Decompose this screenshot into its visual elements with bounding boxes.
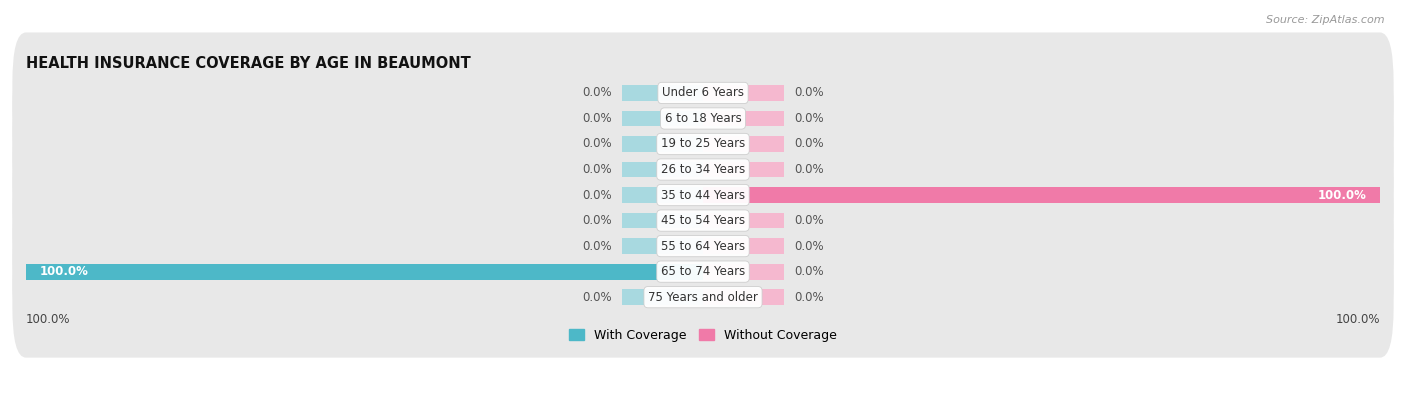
Text: 55 to 64 Years: 55 to 64 Years (661, 239, 745, 253)
Bar (25, 264, 703, 280)
Text: 0.0%: 0.0% (794, 163, 824, 176)
Text: 100.0%: 100.0% (1336, 313, 1381, 326)
Bar (621, 238, 703, 254)
Text: 100.0%: 100.0% (25, 313, 70, 326)
Bar (703, 187, 1381, 203)
Text: 0.0%: 0.0% (582, 86, 612, 100)
Bar (703, 110, 785, 127)
Bar (703, 238, 785, 254)
Text: HEALTH INSURANCE COVERAGE BY AGE IN BEAUMONT: HEALTH INSURANCE COVERAGE BY AGE IN BEAU… (25, 56, 471, 71)
Text: 0.0%: 0.0% (582, 239, 612, 253)
Text: 6 to 18 Years: 6 to 18 Years (665, 112, 741, 125)
Bar (703, 85, 785, 101)
Bar (703, 161, 785, 178)
Bar (703, 289, 785, 305)
Bar (621, 212, 703, 229)
Text: 0.0%: 0.0% (794, 112, 824, 125)
Text: 0.0%: 0.0% (582, 214, 612, 227)
Text: 0.0%: 0.0% (794, 137, 824, 151)
Bar (703, 264, 785, 280)
Text: 0.0%: 0.0% (582, 188, 612, 202)
Bar (703, 136, 785, 152)
Text: 45 to 54 Years: 45 to 54 Years (661, 214, 745, 227)
Bar (621, 289, 703, 305)
FancyBboxPatch shape (13, 134, 1393, 256)
Text: 0.0%: 0.0% (794, 239, 824, 253)
Bar (621, 85, 703, 101)
FancyBboxPatch shape (13, 32, 1393, 154)
Bar (621, 187, 703, 203)
Text: 26 to 34 Years: 26 to 34 Years (661, 163, 745, 176)
FancyBboxPatch shape (13, 237, 1393, 358)
Text: 0.0%: 0.0% (794, 214, 824, 227)
Bar (621, 136, 703, 152)
Text: 65 to 74 Years: 65 to 74 Years (661, 265, 745, 278)
Text: Under 6 Years: Under 6 Years (662, 86, 744, 100)
Text: 35 to 44 Years: 35 to 44 Years (661, 188, 745, 202)
Text: 0.0%: 0.0% (582, 112, 612, 125)
FancyBboxPatch shape (13, 160, 1393, 281)
Bar (621, 110, 703, 127)
Legend: With Coverage, Without Coverage: With Coverage, Without Coverage (564, 324, 842, 347)
FancyBboxPatch shape (13, 58, 1393, 179)
FancyBboxPatch shape (13, 186, 1393, 307)
Text: 0.0%: 0.0% (794, 86, 824, 100)
Text: 0.0%: 0.0% (582, 290, 612, 304)
FancyBboxPatch shape (13, 109, 1393, 230)
Text: 0.0%: 0.0% (794, 265, 824, 278)
Bar (703, 212, 785, 229)
Text: 0.0%: 0.0% (582, 137, 612, 151)
Text: Source: ZipAtlas.com: Source: ZipAtlas.com (1267, 15, 1385, 24)
Text: 100.0%: 100.0% (1317, 188, 1367, 202)
FancyBboxPatch shape (13, 83, 1393, 205)
Text: 19 to 25 Years: 19 to 25 Years (661, 137, 745, 151)
Bar (621, 161, 703, 178)
Text: 0.0%: 0.0% (794, 290, 824, 304)
Text: 75 Years and older: 75 Years and older (648, 290, 758, 304)
FancyBboxPatch shape (13, 211, 1393, 332)
Text: 0.0%: 0.0% (582, 163, 612, 176)
Text: 100.0%: 100.0% (39, 265, 89, 278)
